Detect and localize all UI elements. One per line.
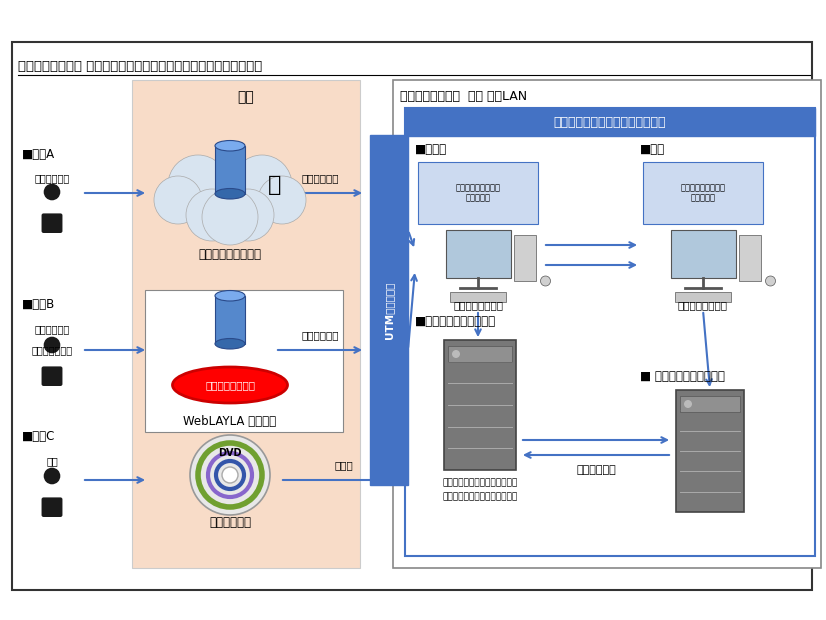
Text: ■顧客A: ■顧客A (22, 148, 55, 161)
Bar (514, 235, 535, 281)
Bar (405, 108, 815, 136)
Ellipse shape (215, 141, 245, 151)
Text: ■営業部: ■営業部 (415, 143, 447, 156)
Bar (215, 146, 245, 193)
Ellipse shape (215, 188, 245, 199)
Bar (132, 80, 360, 568)
Text: ・アルバム制作材料データ保管: ・アルバム制作材料データ保管 (443, 478, 518, 487)
FancyBboxPatch shape (41, 366, 63, 386)
Circle shape (44, 184, 60, 200)
Text: UTMによる保護: UTMによる保護 (384, 281, 394, 339)
Text: 入稿: 入稿 (238, 90, 254, 104)
Text: 🔒: 🔒 (268, 175, 282, 195)
Circle shape (168, 155, 228, 215)
Circle shape (202, 189, 258, 245)
Bar (405, 108, 815, 556)
Bar (393, 80, 821, 568)
Bar (738, 235, 761, 281)
Text: ■顧客C: ■顧客C (22, 430, 55, 443)
Text: 物理メディア: 物理メディア (209, 516, 251, 529)
Bar (145, 290, 343, 432)
Text: ■顧客B: ■顧客B (22, 298, 55, 311)
Text: ・制作バックアップデータ保管: ・制作バックアップデータ保管 (443, 492, 518, 501)
Text: ・加工後・コピー: ・加工後・コピー (678, 300, 728, 310)
Text: 株式会社イシクラ データの取り扱い状況とセキュリティ対策概略図: 株式会社イシクラ データの取り扱い状況とセキュリティ対策概略図 (18, 60, 262, 73)
Text: 資産管理ソフトによる端末の監視: 資産管理ソフトによる端末の監視 (553, 115, 667, 128)
Text: クラウドストレージ: クラウドストレージ (198, 248, 262, 261)
Bar (215, 296, 245, 343)
Circle shape (452, 350, 460, 358)
Text: アップロード: アップロード (35, 173, 69, 183)
Circle shape (222, 189, 274, 241)
Text: ■オンプレミスサーバー: ■オンプレミスサーバー (415, 315, 496, 328)
Ellipse shape (215, 291, 245, 301)
Bar (445, 230, 510, 278)
Bar (643, 162, 763, 224)
FancyBboxPatch shape (41, 213, 63, 233)
Bar (680, 396, 740, 412)
Bar (12, 42, 812, 590)
Circle shape (684, 400, 692, 408)
Circle shape (44, 467, 60, 484)
Circle shape (154, 176, 202, 224)
Text: ■ バックアップサーバー: ■ バックアップサーバー (640, 370, 725, 383)
Text: ダウンロード: ダウンロード (301, 173, 339, 183)
Circle shape (192, 157, 268, 233)
Text: 不正アクセス被害: 不正アクセス被害 (205, 380, 255, 390)
Circle shape (258, 176, 306, 224)
Bar (671, 230, 735, 278)
Text: ダウンロード: ダウンロード (301, 330, 339, 340)
Bar (676, 390, 744, 512)
Text: 紙面レイアウト: 紙面レイアウト (31, 345, 73, 355)
Text: アップロード: アップロード (35, 324, 69, 334)
Circle shape (222, 467, 238, 483)
Bar (448, 346, 512, 362)
Text: 送付: 送付 (46, 456, 58, 466)
Text: ウイルス対策ソフト
による保護: ウイルス対策ソフト による保護 (455, 184, 501, 203)
Circle shape (44, 337, 60, 353)
FancyBboxPatch shape (41, 497, 63, 517)
Bar (370, 135, 408, 485)
Bar (418, 162, 538, 224)
Text: バックアップ: バックアップ (576, 465, 616, 475)
Text: ■制作: ■制作 (640, 143, 665, 156)
Text: DVD: DVD (218, 448, 242, 458)
Circle shape (190, 435, 270, 515)
Circle shape (232, 155, 292, 215)
Text: コピー: コピー (335, 460, 354, 470)
Text: ・加工後・コピー: ・加工後・コピー (453, 300, 503, 310)
Circle shape (540, 276, 550, 286)
Text: WebLAYLA サーバー: WebLAYLA サーバー (183, 415, 277, 428)
Circle shape (766, 276, 776, 286)
Text: 株式会社イシクラ  領域 社内LAN: 株式会社イシクラ 領域 社内LAN (400, 90, 527, 103)
Bar (450, 292, 506, 302)
Circle shape (186, 189, 238, 241)
Ellipse shape (215, 339, 245, 349)
Bar (444, 340, 516, 470)
Text: ウイルス対策ソフト
による保護: ウイルス対策ソフト による保護 (681, 184, 725, 203)
Bar (675, 292, 731, 302)
Ellipse shape (173, 367, 287, 403)
